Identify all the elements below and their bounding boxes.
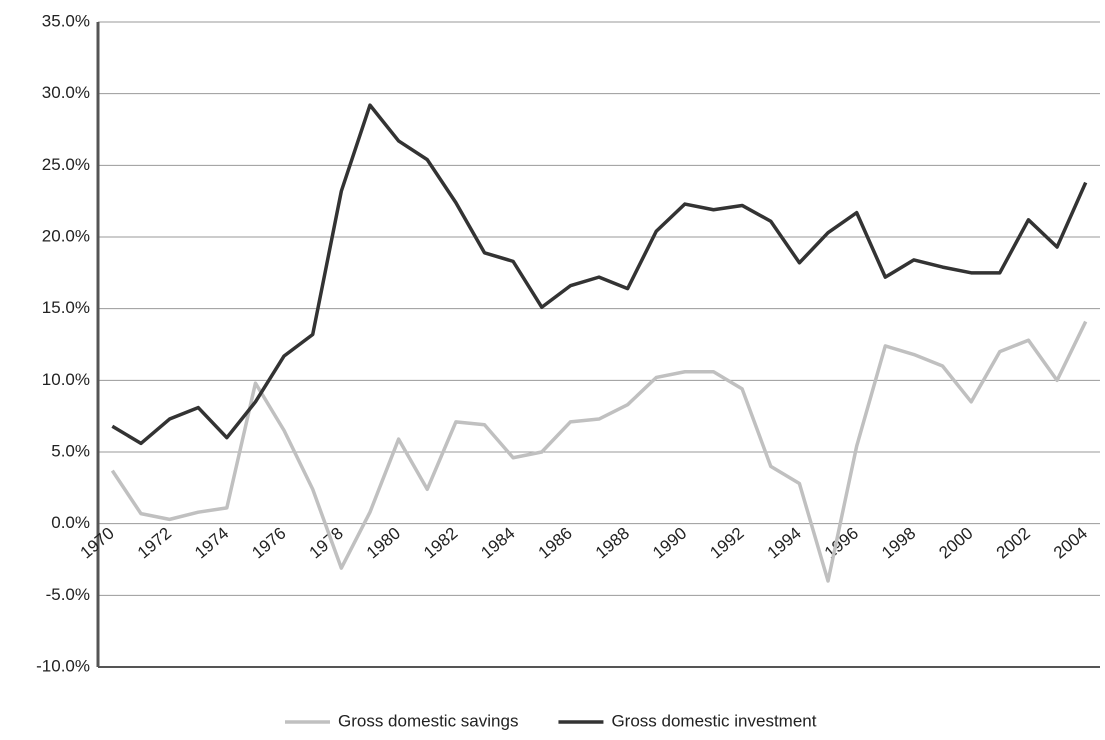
x-tick-label: 2002 bbox=[993, 524, 1034, 563]
x-tick-label: 1998 bbox=[878, 524, 919, 563]
x-tick-label: 1986 bbox=[535, 524, 576, 563]
x-tick-label: 2000 bbox=[935, 524, 976, 563]
x-tick-label: 1972 bbox=[134, 524, 175, 563]
y-tick-label: 15.0% bbox=[42, 298, 90, 317]
legend-label: Gross domestic investment bbox=[611, 711, 816, 730]
x-tick-label: 1996 bbox=[821, 524, 862, 563]
x-tick-label: 1988 bbox=[592, 524, 633, 563]
x-tick-label: 1984 bbox=[477, 524, 518, 563]
y-tick-label: -10.0% bbox=[36, 656, 90, 675]
x-tick-label: 2004 bbox=[1050, 524, 1091, 563]
series-line bbox=[111, 103, 1088, 446]
x-tick-label: 1982 bbox=[420, 524, 461, 563]
y-tick-label: 10.0% bbox=[42, 370, 90, 389]
x-tick-label: 1980 bbox=[363, 524, 404, 563]
y-tick-label: 25.0% bbox=[42, 155, 90, 174]
legend-label: Gross domestic savings bbox=[338, 711, 518, 730]
y-tick-label: 30.0% bbox=[42, 83, 90, 102]
y-tick-label: -5.0% bbox=[46, 585, 90, 604]
x-tick-label: 1990 bbox=[649, 524, 690, 563]
y-tick-label: 35.0% bbox=[42, 11, 90, 30]
x-tick-label: 1974 bbox=[191, 524, 232, 563]
x-tick-label: 1976 bbox=[248, 524, 289, 563]
y-tick-label: 20.0% bbox=[42, 226, 90, 245]
y-tick-label: 5.0% bbox=[51, 441, 90, 460]
series-line bbox=[110, 320, 1088, 583]
x-tick-label: 1992 bbox=[706, 524, 747, 563]
x-tick-label: 1994 bbox=[764, 524, 805, 563]
y-tick-label: 0.0% bbox=[51, 513, 90, 532]
